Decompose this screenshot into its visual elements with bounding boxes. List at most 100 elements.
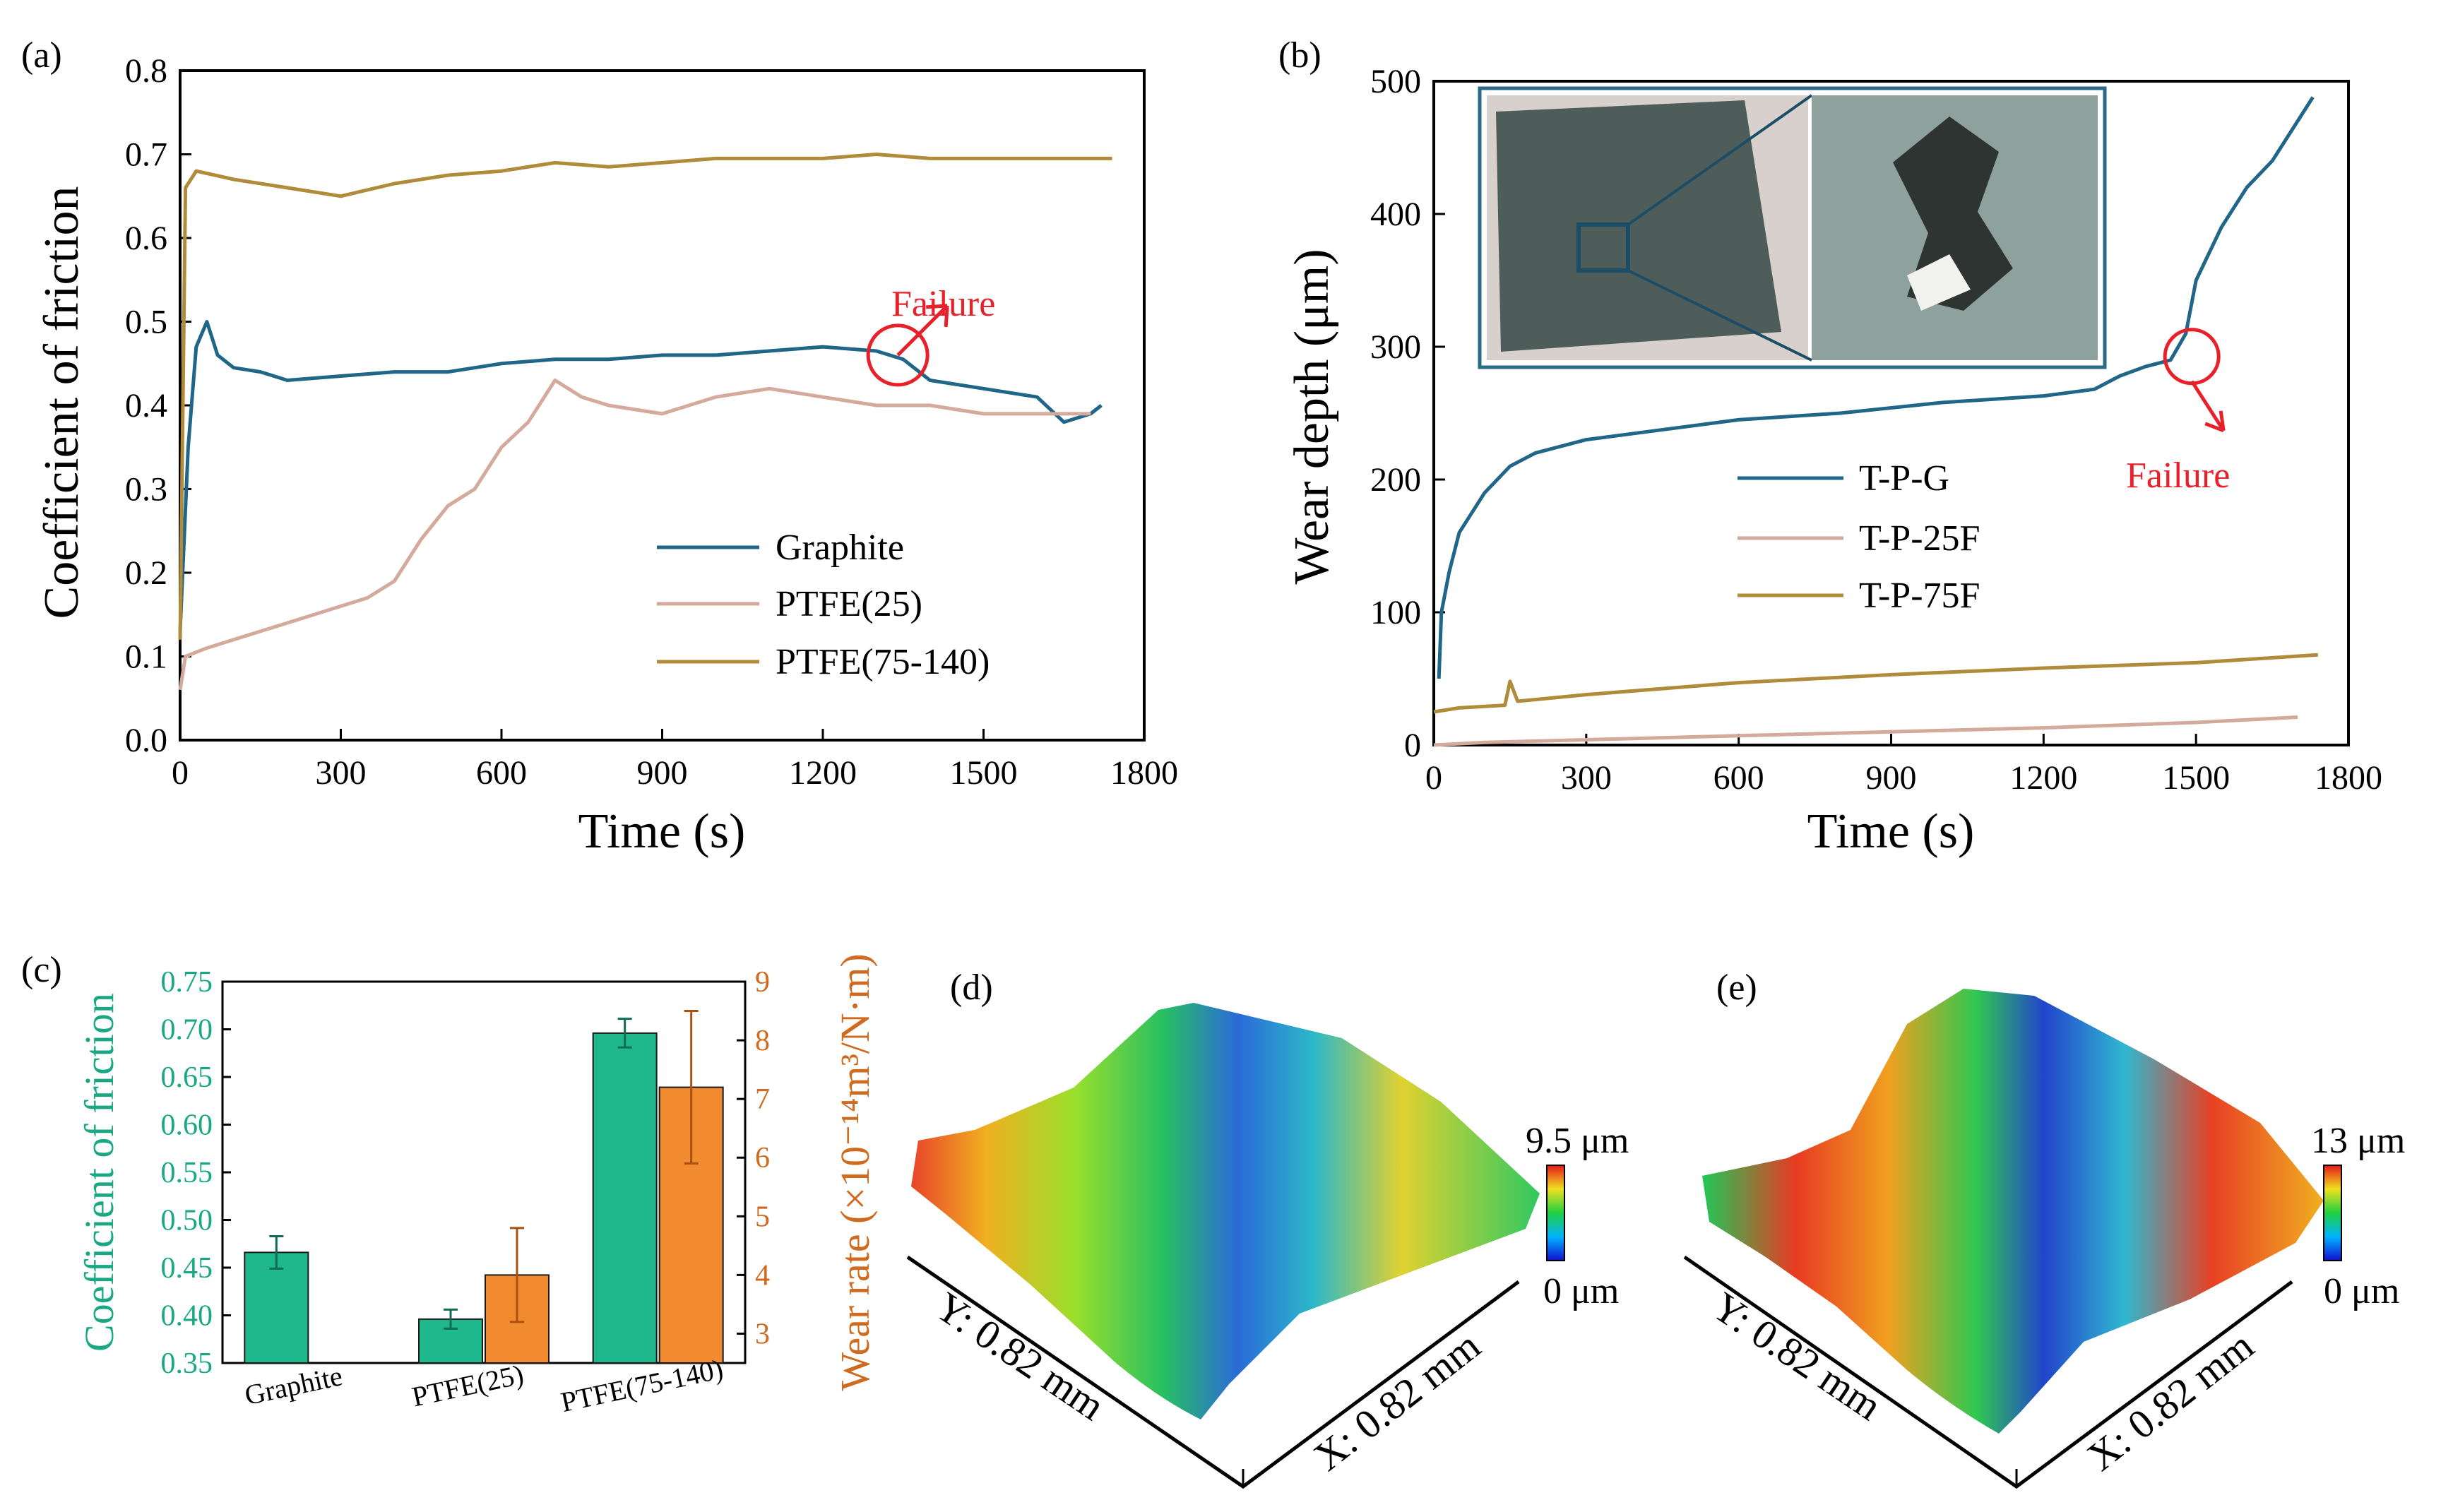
inset-failure-exposed-area xyxy=(1907,254,1971,311)
plot-a-y-ticks: 0.0 0.1 0.2 0.3 0.4 0.5 0.6 0.7 0.8 xyxy=(125,52,191,759)
plot-a-line-ptfe-25- xyxy=(178,379,1091,691)
plot-b-line-t-p-g xyxy=(1437,96,2315,679)
plot-b-failure-marker: Failure xyxy=(2126,328,2230,496)
surface-e-x-axis-label: X: 0.82 mm xyxy=(2079,1322,2262,1480)
plot-c-bar-cof xyxy=(592,1032,658,1364)
plot-b-ytick-label: 500 xyxy=(1370,63,1421,100)
plot-c-y2tick-label: 7 xyxy=(755,1083,770,1116)
plot-a-x-ticks: 0 300 600 900 1200 1500 1800 xyxy=(172,729,1178,792)
plot-a-ytick-label: 0.1 xyxy=(125,638,167,676)
plot-b-xtick-label: 1200 xyxy=(2009,759,2077,797)
plot-a-xtick-label: 600 xyxy=(476,754,527,792)
panel-b: (b) 0 100 200 300 400 500 0 300 600 900 1200 1500 1… xyxy=(1278,35,2382,859)
plot-b-x-ticks: 0 300 600 900 1200 1500 1800 xyxy=(1425,734,2382,797)
plot-c-y2tick-label: 8 xyxy=(755,1025,770,1057)
inset-zoom-box xyxy=(1576,222,1630,273)
plot-a-failure-label: Failure xyxy=(891,284,995,324)
plot-c-y2tick-label: 9 xyxy=(755,966,770,999)
plot-b-inset-photo xyxy=(1478,86,2107,369)
plot-c-ytick-label: 0.75 xyxy=(161,966,213,999)
plot-b-ylabel: Wear depth (μm) xyxy=(1285,249,1339,584)
surface-e-colorbar xyxy=(2323,1165,2342,1261)
plot-a-xtick-label: 1800 xyxy=(1110,754,1178,792)
plot-c-bar-cof xyxy=(244,1251,309,1364)
plot-c-y2tick-label: 3 xyxy=(755,1318,770,1350)
plot-b-xtick-label: 1800 xyxy=(2315,759,2382,797)
plot-a-xtick-label: 1500 xyxy=(950,754,1018,792)
plot-a-legend: Graphite PTFE(25) PTFE(75-140) xyxy=(657,528,990,682)
plot-b-xtick-label: 300 xyxy=(1561,759,1612,797)
plot-c-y2tick-label: 5 xyxy=(755,1201,770,1233)
panel-e: (e) Y: 0.82 mm X: 0.82 mm 13 μm 0 μm xyxy=(1683,968,2405,1489)
plot-b-line-t-p-75f xyxy=(1433,653,2318,714)
surface-e-min-label: 0 μm xyxy=(2324,1271,2399,1311)
plot-c-category-label: PTFE(25) xyxy=(409,1358,526,1412)
surface-e-max-label: 13 μm xyxy=(2311,1121,2405,1161)
plot-b-xtick-label: 0 xyxy=(1425,759,1442,797)
plot-a-ytick-label: 0.6 xyxy=(125,220,167,257)
plot-c-left-ticks: 0.35 0.40 0.45 0.50 0.55 0.60 0.65 0.70 0.75 xyxy=(161,966,231,1380)
plot-a-xtick-label: 900 xyxy=(637,754,688,792)
plot-c-y2label: Wear rate (×10⁻¹⁴m³/N·m) xyxy=(832,953,878,1391)
plot-a-line-ptfe-75-140- xyxy=(178,153,1112,640)
panel-a-label: (a) xyxy=(21,35,62,76)
plot-a-frame xyxy=(179,69,1146,742)
plot-a-ytick-label: 0.2 xyxy=(125,554,167,592)
plot-c-category-label: Graphite xyxy=(242,1359,345,1411)
plot-b-ytick-label: 200 xyxy=(1370,461,1421,499)
plot-b-xtick-label: 600 xyxy=(1713,759,1764,797)
plot-b-line-t-p-25f xyxy=(1433,715,2298,747)
plot-b-xtick-label: 1500 xyxy=(2162,759,2230,797)
plot-b-xlabel: Time (s) xyxy=(1807,804,1975,859)
plot-a-failure-circle xyxy=(866,323,929,387)
plot-a-ylabel: Coefficient of friction xyxy=(35,186,89,619)
inset-zoom-line-bottom xyxy=(1627,269,1812,362)
plot-c-y2tick-label: 4 xyxy=(755,1259,770,1292)
surface-d-max-label: 9.5 μm xyxy=(1526,1121,1629,1161)
plot-a-ytick-label: 0.3 xyxy=(125,471,167,508)
plot-c-y2tick-label: 6 xyxy=(755,1142,770,1174)
inset-zoom-line-top xyxy=(1627,94,1813,226)
plot-c-ytick-label: 0.60 xyxy=(161,1109,213,1142)
plot-a-failure-marker: Failure xyxy=(866,284,995,387)
plot-b-failure-label: Failure xyxy=(2126,456,2230,496)
plot-b-legend: T-P-G T-P-25F T-P-75F xyxy=(1738,458,1980,616)
plot-a-series xyxy=(178,153,1112,691)
plot-b-ytick-label: 300 xyxy=(1370,328,1421,366)
inset-specimen-plate xyxy=(1496,100,1781,352)
surface-d-x-axis-label: X: 0.82 mm xyxy=(1305,1322,1489,1480)
plot-c-right-ticks: 3 4 5 6 7 8 9 xyxy=(737,966,770,1350)
legend-b-tp75f: T-P-75F xyxy=(1859,576,1980,616)
legend-a-ptfe75-label: PTFE(75-140) xyxy=(776,642,990,682)
panel-a: (a) 0.0 0.1 0.2 0.3 0.4 0.5 0.6 0.7 0.8 0 300 600 9… xyxy=(21,35,1178,859)
plot-a-ytick-label: 0.7 xyxy=(125,136,167,174)
plot-a-xtick-label: 300 xyxy=(316,754,367,792)
panel-e-label: (e) xyxy=(1716,968,1757,1008)
plot-a-xtick-label: 0 xyxy=(172,754,189,792)
panel-b-label: (b) xyxy=(1278,35,1321,76)
panel-c-label: (c) xyxy=(21,950,62,990)
plot-b-failure-arrow xyxy=(2190,380,2226,433)
surface-d-colorbar xyxy=(1546,1165,1565,1261)
plot-c-ytick-label: 0.65 xyxy=(161,1061,213,1094)
plot-c-ytick-label: 0.50 xyxy=(161,1205,213,1237)
surface-d-min-label: 0 μm xyxy=(1543,1271,1619,1311)
plot-b-ytick-label: 400 xyxy=(1370,196,1421,233)
surface-e-plot xyxy=(1702,989,2324,1434)
plot-a-xlabel: Time (s) xyxy=(578,804,746,859)
plot-c-ytick-label: 0.35 xyxy=(161,1347,213,1380)
plot-c-ytick-label: 0.55 xyxy=(161,1157,213,1189)
legend-b-tpg: T-P-G xyxy=(1859,458,1949,499)
plot-b-xtick-label: 900 xyxy=(1866,759,1917,797)
plot-b-ytick-label: 100 xyxy=(1370,594,1421,631)
plot-b-ytick-label: 0 xyxy=(1404,727,1421,764)
plot-b-y-ticks: 0 100 200 300 400 500 xyxy=(1370,63,1445,764)
plot-c-bars xyxy=(244,1010,724,1364)
plot-c-ytick-label: 0.40 xyxy=(161,1300,213,1333)
panel-d-label: (d) xyxy=(950,968,993,1008)
plot-a-ytick-label: 0.4 xyxy=(125,387,167,424)
panel-c: (c) 0.35 0.40 0.45 0.50 0.55 0.60 0.65 0.70 0.75… xyxy=(21,950,878,1418)
plot-c-ytick-label: 0.70 xyxy=(161,1014,213,1047)
plot-a-line-graphite xyxy=(178,320,1103,632)
panel-d: (d) Y: 0.82 mm X: 0.82 mm 9.5 μm 0 μm xyxy=(906,968,1629,1489)
